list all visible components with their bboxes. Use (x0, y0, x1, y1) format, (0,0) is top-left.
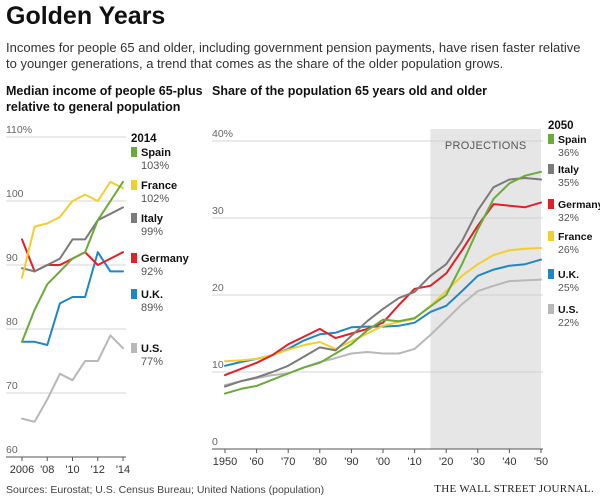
series-line-spain (21, 180, 124, 343)
legend-name-germany: Germany (141, 253, 190, 265)
x-tick-label: '50 (534, 456, 548, 468)
y-tick-label: 0 (212, 436, 218, 448)
legend-swatch-italy (548, 164, 554, 174)
legend-value-us: 22% (558, 317, 579, 329)
y-tick-label: 30 (212, 205, 224, 217)
chart-subtitle: Incomes for people 65 and older, includi… (6, 40, 581, 71)
legend-title: 2014 (131, 133, 157, 145)
projections-label: PROJECTIONS (445, 140, 527, 152)
legend-name-italy: Italy (141, 213, 164, 225)
y-tick-label: 10 (212, 359, 224, 371)
series-line-us (21, 334, 124, 423)
x-tick-label: '14 (116, 464, 130, 476)
y-tick-label: 90 (6, 252, 18, 264)
legend-swatch-us (131, 343, 137, 353)
x-tick-label: '60 (249, 456, 263, 468)
legend-name-us: U.S. (141, 343, 162, 355)
series-line-italy (21, 206, 124, 273)
publisher-brand: THE WALL STREET JOURNAL. (434, 483, 594, 495)
x-tick-label: 2006 (10, 464, 34, 476)
series-line-france (224, 247, 542, 363)
legend-value-germany: 32% (558, 212, 579, 224)
legend-swatch-spain (131, 147, 137, 157)
chart-panel-0: 60 70 80 90 100 110% 2006 '08 '10 '12 '14 2014 Spain… (6, 124, 190, 476)
x-tick-label: 1950 (213, 456, 237, 468)
legend-swatch-uk (548, 269, 554, 279)
legend-swatch-us (548, 304, 554, 314)
x-tick-label: '10 (65, 464, 79, 476)
legend-value-france: 102% (141, 193, 169, 205)
legend-name-france: France (141, 180, 177, 192)
legend-name-france: France (558, 231, 593, 243)
x-tick-label: '08 (40, 464, 54, 476)
legend-name-germany: Germany (558, 199, 600, 211)
x-tick-label: '12 (91, 464, 105, 476)
legend-swatch-italy (131, 213, 137, 223)
legend-name-italy: Italy (558, 164, 579, 176)
legend-value-spain: 103% (141, 160, 169, 172)
x-tick-label: '00 (376, 456, 390, 468)
legend-value-uk: 89% (141, 302, 163, 314)
legend-value-italy: 99% (141, 226, 163, 238)
legend-swatch-france (548, 231, 554, 241)
x-tick-label: '20 (439, 456, 453, 468)
x-tick-label: '40 (502, 456, 516, 468)
legend-value-germany: 92% (141, 266, 163, 278)
x-tick-label: '90 (344, 456, 358, 468)
y-tick-label: 70 (6, 380, 18, 392)
left-panel-title: Median income of people 65-plus relative… (6, 84, 203, 114)
series-line-germany (224, 201, 542, 377)
right-panel-title: Share of the population 65 years old and… (212, 84, 488, 98)
series-line-italy (224, 177, 542, 388)
legend-name-uk: U.K. (141, 289, 163, 301)
x-tick-label: '70 (281, 456, 295, 468)
legend-value-us: 77% (141, 356, 163, 368)
series-line-spain (224, 170, 542, 395)
series-line-us (224, 278, 542, 387)
y-tick-label: 110% (6, 124, 32, 136)
series-line-france (21, 180, 124, 279)
y-tick-label: 60 (6, 444, 18, 456)
series-line-uk (21, 251, 124, 346)
y-tick-label: 100 (6, 188, 24, 200)
legend-name-us: U.S. (558, 304, 579, 316)
sources-note: Sources: Eurostat; U.S. Census Bureau; U… (6, 484, 325, 496)
legend-value-france: 26% (558, 244, 579, 256)
legend-title: 2050 (548, 120, 574, 132)
legend-swatch-spain (548, 134, 554, 144)
legend-value-italy: 35% (558, 177, 579, 189)
chart-title: Golden Years (6, 2, 166, 30)
legend-swatch-germany (131, 253, 137, 263)
legend-name-spain: Spain (141, 147, 171, 159)
legend-swatch-germany (548, 199, 554, 209)
chart-panel-1: PROJECTIONS 0 10 20 30 40% 1950 '60 '70 '80 '90 '00… (212, 120, 600, 468)
legend-swatch-uk (131, 289, 137, 299)
legend-value-uk: 25% (558, 282, 579, 294)
y-tick-label: 20 (212, 282, 224, 294)
legend-name-spain: Spain (558, 134, 587, 146)
x-tick-label: '30 (471, 456, 485, 468)
legend-name-uk: U.K. (558, 269, 579, 281)
y-tick-label: 80 (6, 316, 18, 328)
x-tick-label: '10 (407, 456, 421, 468)
legend-swatch-france (131, 180, 137, 190)
x-tick-label: '80 (313, 456, 327, 468)
y-tick-label: 40% (212, 128, 233, 140)
legend-value-spain: 36% (558, 147, 579, 159)
